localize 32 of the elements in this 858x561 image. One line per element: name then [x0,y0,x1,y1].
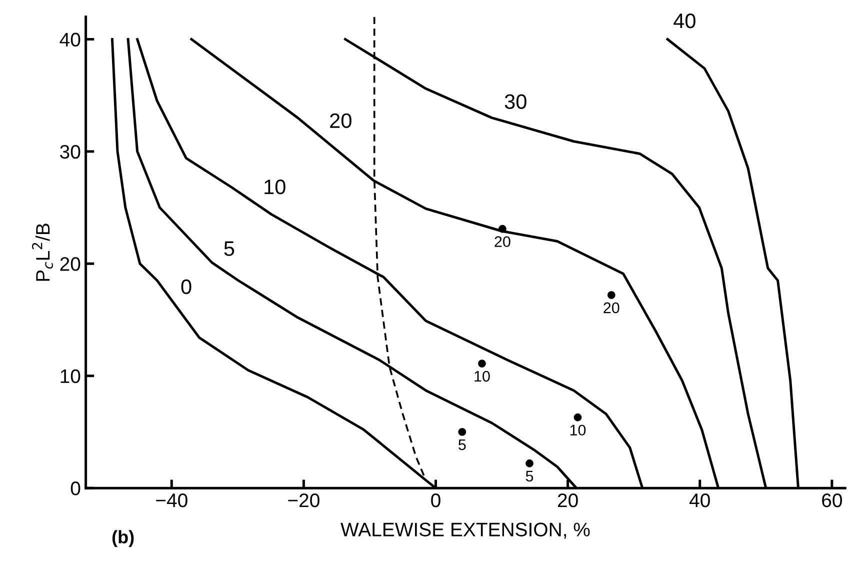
annotation: 20 [604,302,620,314]
y-axis-title: P$_{c}$L$^{2}$/B [32,224,53,281]
annotation: 5 [224,241,234,256]
point [498,224,506,233]
annotation: 10 [264,180,286,194]
x-tick-label: 20 [558,493,578,508]
point [526,459,534,468]
point [574,413,582,422]
annotation: 20 [330,113,352,128]
x-tick-label: 40 [690,493,710,508]
x-tick-label: −40 [156,493,188,508]
annotation: 5 [526,470,534,482]
annotation: 5 [458,439,466,450]
annotation: 40 [674,13,696,28]
annotation: 10 [570,424,586,436]
x-tick-label: 0 [431,493,440,508]
x-tick-label: −20 [288,493,320,508]
y-tick-label: 30 [60,144,80,159]
point [607,291,616,300]
annotation: 30 [504,94,526,109]
y-tick-label: 0 [70,482,80,496]
text: (b) [112,530,134,547]
y-tick-label: 10 [60,369,80,384]
point [478,360,486,368]
y-tick-label: 40 [60,32,80,47]
x-axis-title: WALEWISE EXTENSION, % [340,522,590,539]
y-tick-label: 20 [60,257,80,271]
annotation: 0 [181,279,192,294]
x-tick-label: 60 [822,493,842,508]
annotation: 20 [494,236,510,248]
annotation: 10 [474,370,490,382]
point [458,428,466,436]
